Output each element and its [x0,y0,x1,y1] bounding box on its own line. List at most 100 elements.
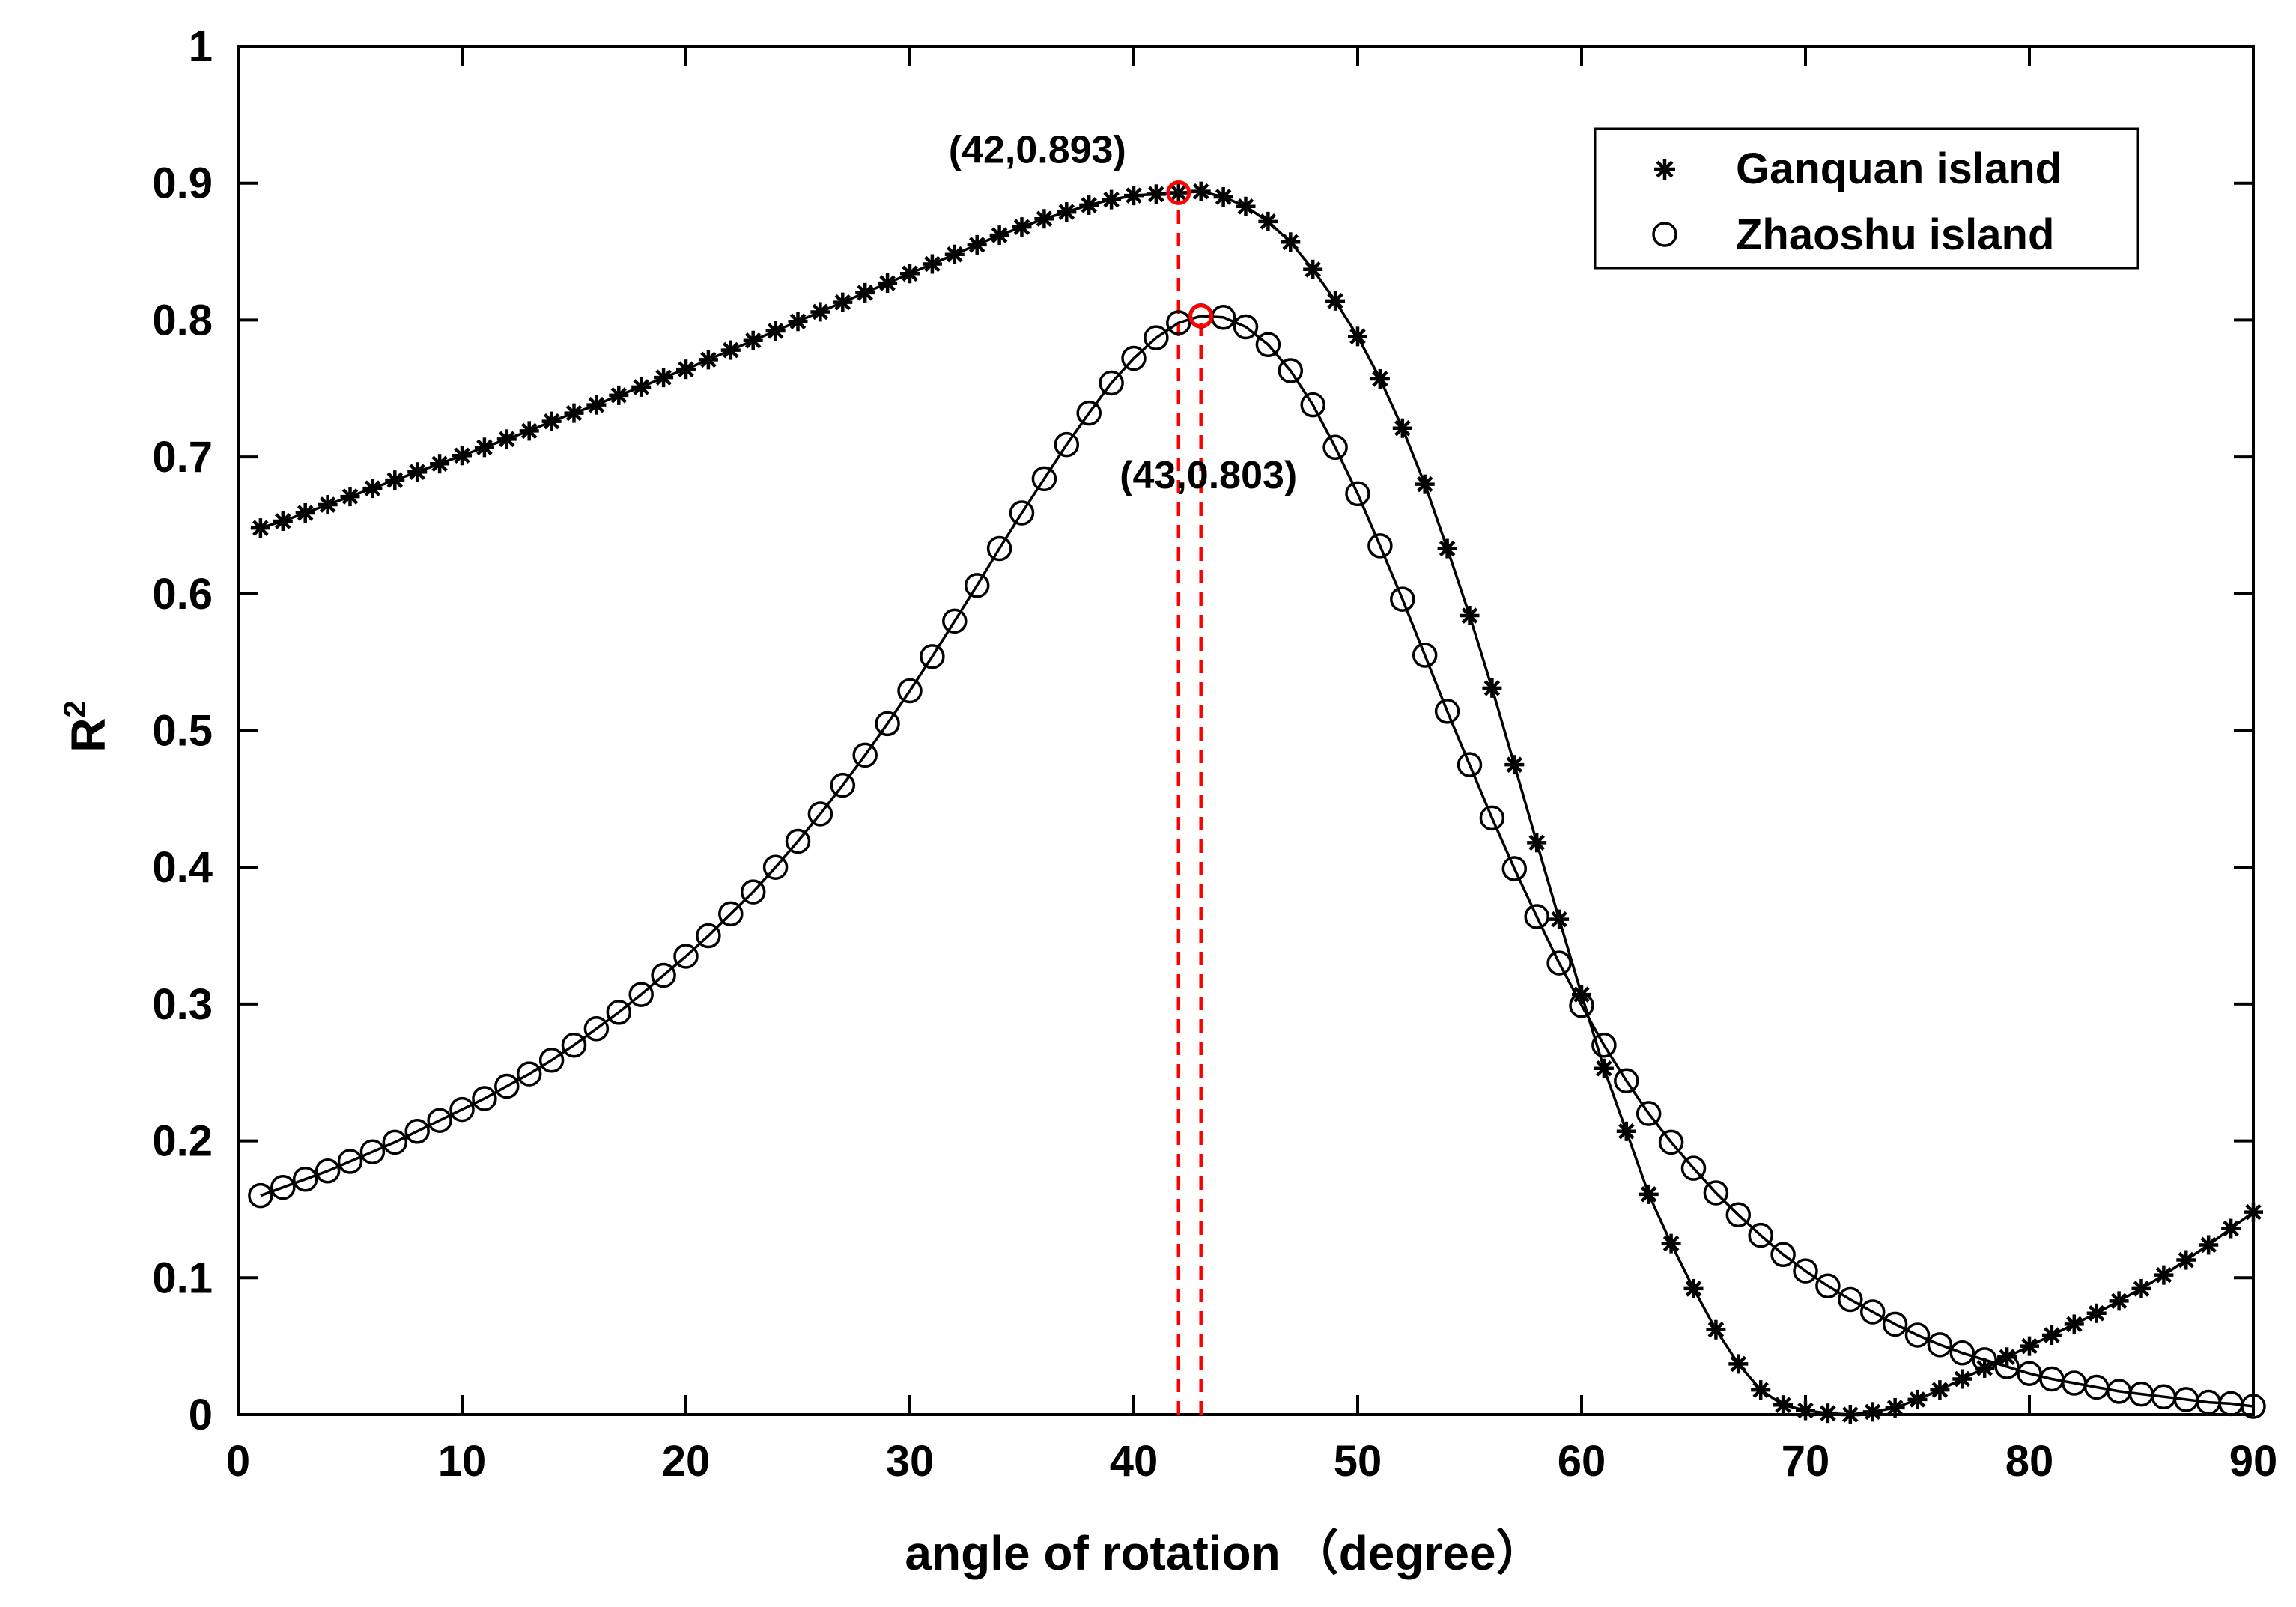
y-tick-label: 0.8 [152,296,213,344]
x-tick-label: 30 [886,1437,935,1486]
data-point-zhaoshu [1815,1273,1841,1299]
data-point-ganquan [586,395,607,415]
data-point-ganquan [743,330,763,350]
data-point-ganquan [1527,833,1547,853]
data-point-zhaoshu [785,828,811,854]
data-point-zhaoshu [248,1182,273,1209]
data-point-zhaoshu [942,608,968,634]
data-point-ganquan [1482,678,1502,698]
data-point-ganquan [1639,1184,1659,1204]
data-point-ganquan [541,411,562,431]
data-point-ganquan [654,368,674,388]
data-point-zhaoshu [1882,1311,1908,1337]
data-point-ganquan [2109,1291,2129,1311]
data-point-zhaoshu [1300,392,1325,418]
data-point-zhaoshu [1390,586,1415,612]
data-point-zhaoshu [1949,1340,1975,1366]
data-point-zhaoshu [1345,481,1370,507]
data-point-ganquan [833,292,853,312]
data-point-zhaoshu [1322,434,1348,461]
data-point-zhaoshu [1479,805,1505,831]
data-point-ganquan [1706,1319,1726,1340]
data-point-zhaoshu [1255,332,1281,358]
series-line-zhaoshu [260,315,2254,1408]
data-point-ganquan [2176,1250,2196,1270]
data-point-ganquan [609,385,629,405]
data-point-ganquan [2199,1235,2219,1255]
y-tick-label: 0.7 [152,433,213,482]
data-point-zhaoshu [337,1149,363,1174]
data-point-ganquan [1930,1380,1950,1400]
data-point-zhaoshu [1501,856,1528,881]
data-point-ganquan [944,244,965,264]
data-point-ganquan [1885,1397,1905,1418]
x-tick-label: 60 [1558,1437,1606,1486]
data-point-zhaoshu [628,982,654,1007]
x-axis-title-text: angle of rotation [905,1526,1280,1580]
x-tick-label: 90 [2229,1437,2278,1486]
data-point-zhaoshu [1233,314,1259,340]
series-markers [248,181,2266,1424]
data-point-zhaoshu [1099,370,1124,396]
data-point-zhaoshu [762,854,789,880]
data-point-ganquan [1258,211,1278,231]
data-point-zhaoshu [359,1139,386,1164]
data-point-ganquan [1303,259,1323,279]
y-tick-label: 0.6 [152,570,213,619]
data-point-ganquan [1616,1121,1636,1141]
data-point-ganquan [2020,1336,2039,1356]
data-point-zhaoshu [1748,1222,1773,1248]
legend-circle-marker [1652,222,1677,247]
legend: Ganquan island Zhaoshu island [1594,127,2139,270]
data-point-zhaoshu [315,1158,341,1184]
data-point-ganquan [1012,217,1032,237]
data-point-ganquan [496,429,517,449]
data-point-ganquan [1370,368,1390,389]
data-point-ganquan [250,518,270,538]
data-point-zhaoshu [696,923,721,949]
data-point-ganquan [720,340,741,360]
annotation-label: (43,0.803) [1120,454,1297,497]
data-point-ganquan [676,359,696,380]
data-point-ganquan [474,437,494,458]
data-point-zhaoshu [1031,466,1057,492]
data-point-zhaoshu [516,1061,542,1087]
data-point-zhaoshu [1972,1347,1997,1373]
data-point-zhaoshu [1614,1068,1639,1093]
data-point-ganquan [878,273,898,294]
data-point-zhaoshu [1434,699,1460,724]
data-point-zhaoshu [1725,1202,1752,1228]
data-point-zhaoshu [270,1174,296,1200]
data-point-ganquan [1102,189,1122,210]
x-tick-label: 70 [1782,1437,1830,1486]
data-point-ganquan [967,234,987,255]
data-point-zhaoshu [404,1119,430,1144]
data-point-zhaoshu [1457,752,1483,777]
x-tick-label: 80 [2005,1437,2054,1486]
legend-asterisk-marker [1654,159,1675,180]
data-point-zhaoshu [1793,1258,1818,1284]
data-point-ganquan [810,302,830,322]
data-point-ganquan [1325,291,1346,311]
legend-label-ganquan: Ganquan island [1736,145,2062,193]
data-point-zhaoshu [449,1096,475,1123]
data-point-ganquan [1728,1354,1749,1374]
data-point-zhaoshu [472,1086,497,1111]
annotation-peak-marker [1166,180,1191,205]
axis-ticks [237,45,2255,1416]
data-point-zhaoshu [1367,533,1393,559]
data-point-ganquan [340,487,360,507]
data-point-ganquan [1348,326,1367,347]
y-tick-label: 0.1 [152,1254,213,1302]
data-point-zhaoshu [1524,904,1549,929]
data-point-zhaoshu [1591,1032,1617,1058]
data-point-zhaoshu [807,801,833,827]
data-point-zhaoshu [1636,1101,1662,1126]
data-point-ganquan [2086,1303,2107,1323]
data-point-zhaoshu [1144,325,1169,350]
data-point-ganquan [407,462,428,482]
data-point-zhaoshu [830,772,856,798]
data-point-ganquan [1862,1402,1883,1422]
data-point-zhaoshu [673,944,699,969]
data-point-ganquan [1437,538,1457,559]
